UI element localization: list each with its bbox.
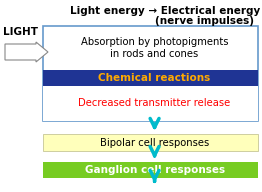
Text: (nerve impulses): (nerve impulses) bbox=[155, 16, 254, 26]
FancyBboxPatch shape bbox=[43, 70, 258, 86]
Text: Ganglion cell responses: Ganglion cell responses bbox=[85, 165, 225, 175]
Text: Bipolar cell responses: Bipolar cell responses bbox=[100, 137, 209, 147]
Text: Absorption by photopigments: Absorption by photopigments bbox=[81, 37, 228, 47]
Text: in rods and cones: in rods and cones bbox=[111, 49, 199, 59]
FancyArrow shape bbox=[5, 42, 48, 62]
Text: LIGHT: LIGHT bbox=[3, 27, 38, 37]
FancyBboxPatch shape bbox=[43, 86, 258, 121]
FancyBboxPatch shape bbox=[43, 26, 258, 121]
FancyBboxPatch shape bbox=[43, 162, 258, 178]
Text: Decreased transmitter release: Decreased transmitter release bbox=[78, 98, 231, 108]
Text: Light energy → Electrical energy: Light energy → Electrical energy bbox=[70, 6, 260, 16]
Text: Chemical reactions: Chemical reactions bbox=[99, 73, 211, 83]
FancyBboxPatch shape bbox=[43, 134, 258, 151]
